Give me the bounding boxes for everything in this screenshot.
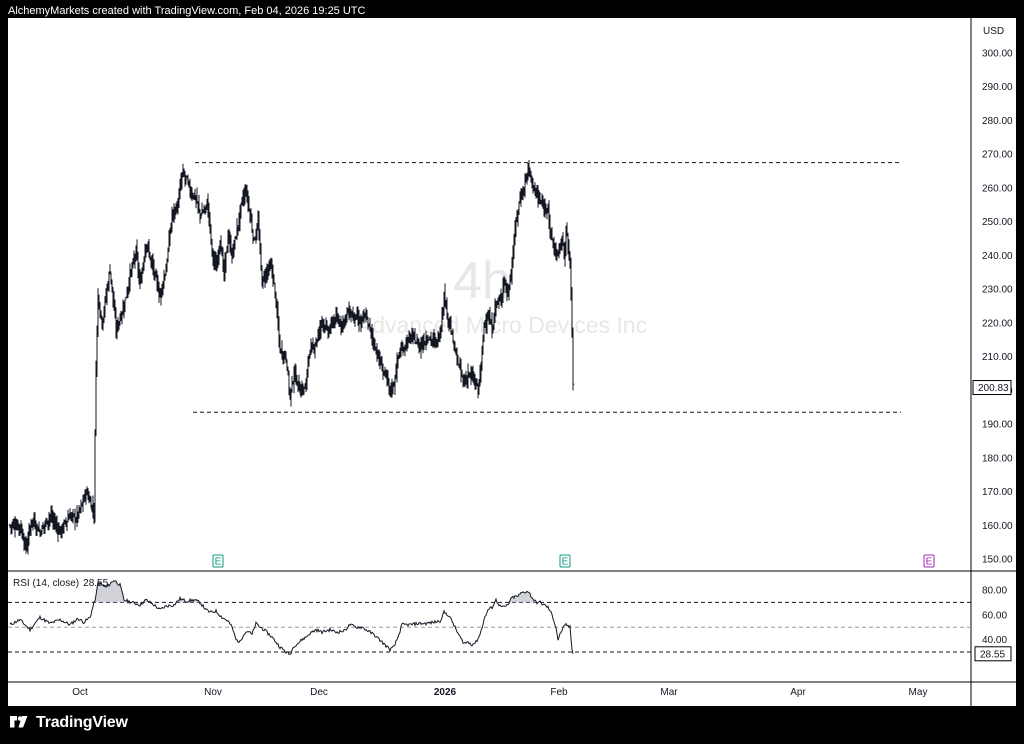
ohlc-bar bbox=[301, 383, 305, 396]
earnings-marker-box bbox=[212, 554, 224, 568]
price-tick-label: 270.00 bbox=[982, 150, 1013, 161]
currency-label: USD bbox=[983, 26, 1004, 37]
ohlc-bar bbox=[362, 308, 366, 324]
rsi-overbought-fill bbox=[94, 580, 127, 603]
price-tick-label: 280.00 bbox=[982, 116, 1013, 127]
price-tick-label: 150.00 bbox=[982, 555, 1013, 566]
earnings-marker-label: E bbox=[562, 557, 569, 568]
chart-frame[interactable]: 4h Advanced Micro Devices Inc E E E 80.00 6… bbox=[8, 18, 1016, 706]
footer: TradingView bbox=[8, 713, 128, 733]
time-tick-label: Oct bbox=[72, 687, 88, 698]
last-price-label: 200.83 bbox=[978, 383, 1009, 394]
time-tick-label: Mar bbox=[660, 687, 678, 698]
price-tick-label: 220.00 bbox=[982, 318, 1013, 329]
time-axis[interactable]: Oct Nov Dec 2026 Feb Mar Apr May bbox=[72, 687, 927, 698]
time-tick-label: 2026 bbox=[434, 687, 457, 698]
ohlc-bar bbox=[474, 378, 478, 390]
time-tick-label: Feb bbox=[550, 687, 568, 698]
ohlc-bar bbox=[109, 272, 113, 285]
ohlc-bar bbox=[284, 351, 288, 364]
price-tick-label: 290.00 bbox=[982, 82, 1013, 93]
price-tick-label: 240.00 bbox=[982, 251, 1013, 262]
ohlc-bar bbox=[485, 312, 489, 335]
rsi-title: RSI (14, close) 28.55 bbox=[13, 578, 109, 589]
price-tick-label: 250.00 bbox=[982, 217, 1013, 228]
rsi-legend: RSI (14, close) 28.55 bbox=[13, 578, 109, 589]
earnings-marker-box bbox=[559, 554, 571, 568]
ohlc-bar bbox=[307, 354, 311, 367]
rsi-tick-label: 40.00 bbox=[982, 635, 1007, 646]
time-tick-label: Nov bbox=[204, 687, 222, 698]
price-tick-label: 230.00 bbox=[982, 285, 1013, 296]
time-tick-label: Apr bbox=[790, 687, 806, 698]
ohlc-bar bbox=[401, 342, 405, 356]
rsi-pane[interactable]: 80.00 60.00 40.00 28.55 bbox=[8, 580, 1012, 662]
ohlc-bar bbox=[214, 252, 218, 272]
earnings-marker-label: E bbox=[926, 557, 933, 568]
rsi-title-text: RSI (14, close) bbox=[13, 578, 79, 589]
rsi-overbought-fill bbox=[144, 599, 150, 603]
rsi-value-label: 28.55 bbox=[980, 649, 1005, 660]
rsi-value-badge bbox=[974, 646, 1012, 662]
ohlc-bar bbox=[224, 252, 228, 273]
chart-attribution: AlchemyMarkets created with TradingView.… bbox=[8, 5, 366, 17]
symbol-watermark: 4h Advanced Micro Devices Inc bbox=[357, 252, 647, 338]
ohlc-bar bbox=[571, 327, 575, 391]
price-tick-label: 190.00 bbox=[982, 420, 1013, 431]
price-tick-label: 180.00 bbox=[982, 453, 1013, 464]
price-tick-label: 260.00 bbox=[982, 183, 1013, 194]
last-price-badge bbox=[972, 380, 1012, 396]
earnings-marker-box bbox=[923, 554, 935, 568]
chart-canvas[interactable]: 4h Advanced Micro Devices Inc E E E 80.00 6… bbox=[8, 18, 1016, 706]
rsi-tick-label: 60.00 bbox=[982, 610, 1007, 621]
ohlc-bar bbox=[123, 299, 127, 313]
time-tick-label: Dec bbox=[310, 687, 328, 698]
tradingview-logo-icon bbox=[10, 716, 28, 728]
ohlc-bar bbox=[508, 274, 512, 291]
earnings-marker-icon: E bbox=[559, 554, 571, 568]
rsi-tick-label: 80.00 bbox=[982, 586, 1007, 597]
pane-borders bbox=[8, 18, 1016, 706]
earnings-marker-label: E bbox=[215, 557, 222, 568]
price-tick-label: 210.00 bbox=[982, 352, 1013, 363]
earnings-marker-icon: E bbox=[923, 554, 935, 568]
price-tick-label: 160.00 bbox=[982, 521, 1013, 532]
rsi-line bbox=[9, 580, 574, 656]
ohlc-bar bbox=[206, 193, 210, 218]
symbol-name: Advanced Micro Devices Inc bbox=[357, 312, 647, 338]
price-tick-label: 170.00 bbox=[982, 487, 1013, 498]
time-tick-label: May bbox=[909, 687, 928, 698]
rsi-overbought-fill bbox=[510, 591, 536, 603]
earnings-marker-icon: E bbox=[212, 554, 224, 568]
footer-brand: TradingView bbox=[36, 714, 128, 731]
ohlc-bar bbox=[81, 494, 85, 513]
price-tick-label: 300.00 bbox=[982, 49, 1013, 60]
price-axis[interactable]: USD 300.00 290.00 280.00 270.00 260.00 250.00… bbox=[972, 26, 1013, 566]
rsi-current-value: 28.55 bbox=[83, 578, 108, 589]
